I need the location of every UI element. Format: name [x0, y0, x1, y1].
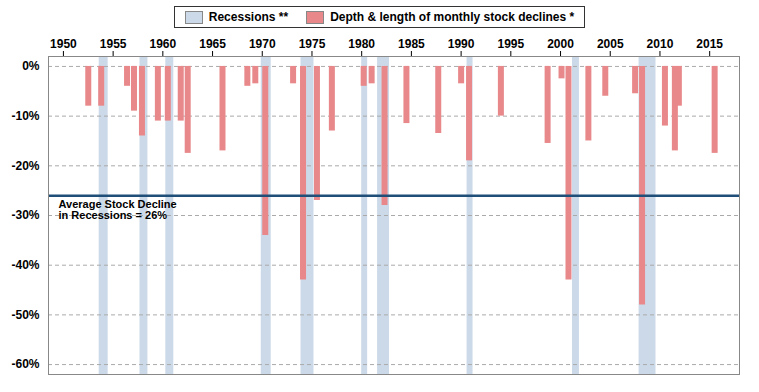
svg-text:2015: 2015	[696, 37, 723, 51]
svg-text:1965: 1965	[199, 37, 226, 51]
svg-text:1990: 1990	[448, 37, 475, 51]
svg-text:1995: 1995	[497, 37, 524, 51]
svg-text:1985: 1985	[398, 37, 425, 51]
svg-text:2000: 2000	[547, 37, 574, 51]
svg-text:Average Stock Declinein Recess: Average Stock Declinein Recessions = 26%	[59, 198, 177, 221]
svg-text:1950: 1950	[50, 37, 77, 51]
svg-text:-40%: -40%	[11, 258, 39, 272]
svg-text:-60%: -60%	[11, 357, 39, 371]
html-text:Recessions **: Recessions **	[208, 10, 289, 24]
svg-text:1980: 1980	[348, 37, 375, 51]
svg-text:1960: 1960	[149, 37, 176, 51]
svg-text:-30%: -30%	[11, 208, 39, 222]
svg-text:-50%: -50%	[11, 308, 39, 322]
svg-text:-20%: -20%	[11, 159, 39, 173]
svg-text:1975: 1975	[299, 37, 326, 51]
html-text:Depth & length of monthly stoc: Depth & length of monthly stock declines…	[330, 10, 575, 24]
svg-text:1955: 1955	[100, 37, 127, 51]
svg-text:2010: 2010	[647, 37, 674, 51]
svg-text:0%: 0%	[22, 59, 40, 73]
svg-text:2005: 2005	[597, 37, 624, 51]
svg-text:-10%: -10%	[11, 109, 39, 123]
svg-text:1970: 1970	[249, 37, 276, 51]
